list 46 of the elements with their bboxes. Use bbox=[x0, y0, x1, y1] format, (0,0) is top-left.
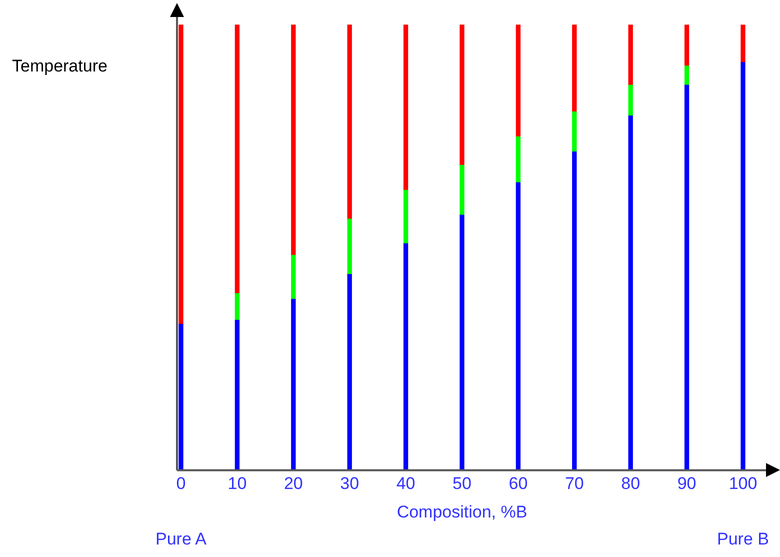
x-axis-title: Composition, %B bbox=[396, 502, 528, 522]
bar bbox=[628, 115, 633, 471]
bar bbox=[347, 218, 352, 275]
bar bbox=[572, 152, 577, 471]
x-tick-label: 10 bbox=[228, 474, 247, 494]
text: Pure A bbox=[155, 530, 208, 549]
bar bbox=[403, 243, 408, 471]
text: Pure B bbox=[717, 530, 769, 549]
x-tick-label: 50 bbox=[452, 474, 472, 494]
y-axis-title: Temperature bbox=[12, 56, 108, 76]
bar bbox=[291, 24, 296, 256]
bar bbox=[516, 24, 521, 138]
x-tick-label: 0 bbox=[176, 474, 186, 494]
bar bbox=[234, 320, 240, 471]
bar bbox=[178, 324, 184, 471]
x-tick-label: 80 bbox=[621, 474, 640, 494]
x-tick-label: 70 bbox=[564, 474, 584, 494]
bar bbox=[684, 24, 690, 66]
bar bbox=[234, 293, 240, 320]
x-tick-label: 60 bbox=[508, 474, 528, 494]
x-tick-label: 30 bbox=[340, 474, 360, 494]
bar bbox=[291, 298, 296, 471]
bar bbox=[684, 66, 690, 86]
bar bbox=[291, 254, 296, 300]
bar bbox=[347, 274, 352, 471]
bar bbox=[572, 111, 577, 152]
bar bbox=[403, 190, 408, 244]
bar bbox=[516, 136, 521, 183]
bar bbox=[628, 84, 633, 116]
x-tick-label: 100 bbox=[728, 474, 758, 494]
bar bbox=[178, 24, 184, 325]
x-tick-label: 20 bbox=[284, 474, 303, 494]
bar bbox=[460, 214, 464, 471]
bar bbox=[403, 24, 408, 190]
bar bbox=[684, 84, 690, 471]
bar bbox=[460, 24, 464, 166]
bar bbox=[516, 182, 521, 471]
bar bbox=[740, 24, 746, 63]
x-tick-label: 90 bbox=[677, 474, 696, 494]
bar bbox=[628, 24, 633, 86]
bar bbox=[572, 24, 577, 112]
x-tick-label: 40 bbox=[396, 474, 416, 494]
bar bbox=[740, 62, 746, 471]
bar bbox=[460, 164, 464, 216]
bar bbox=[347, 24, 352, 220]
bar bbox=[234, 24, 240, 294]
